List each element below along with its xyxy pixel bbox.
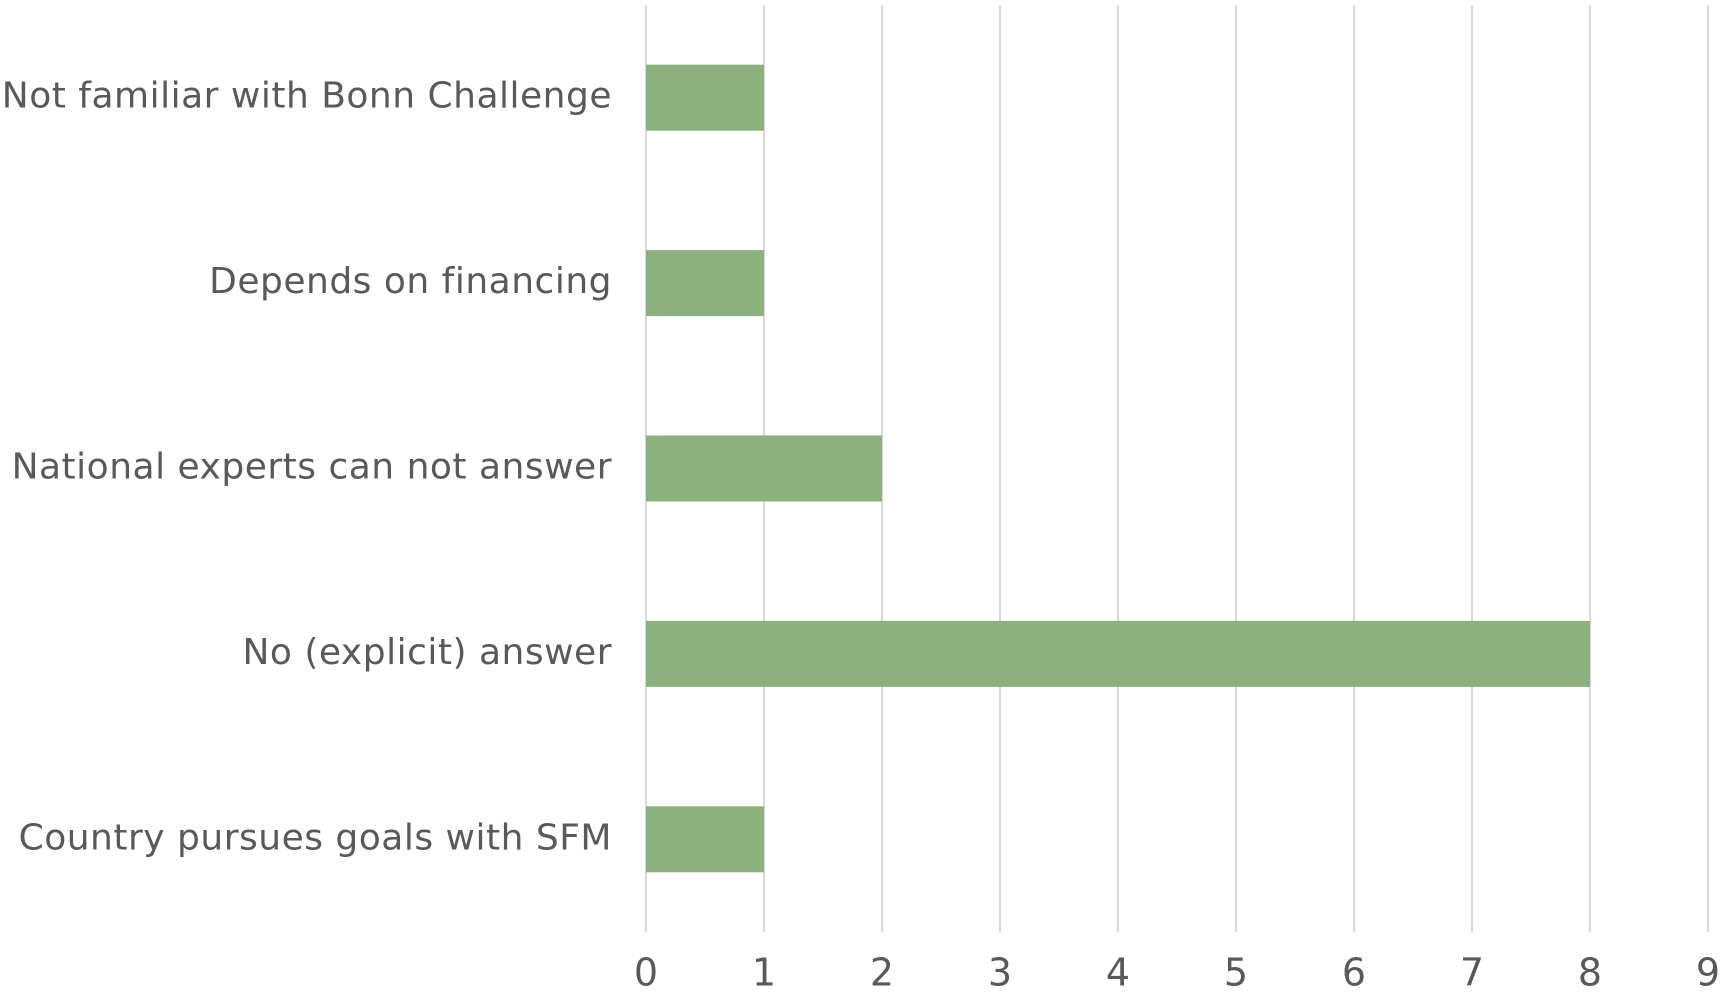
y-tick-label: No (explicit) answer: [242, 632, 612, 673]
y-tick-label: National experts can not answer: [12, 447, 612, 488]
x-tick-label: 4: [1106, 951, 1130, 995]
x-tick-label: 8: [1578, 951, 1602, 995]
x-tick-label: 1: [752, 951, 776, 995]
bar: [646, 250, 764, 317]
bar: [646, 806, 764, 873]
bar: [646, 435, 882, 502]
bar: [646, 620, 1590, 687]
x-tick-label: 7: [1460, 951, 1484, 995]
x-tick-label: 9: [1696, 951, 1720, 995]
y-tick-label: Depends on financing: [209, 261, 612, 302]
y-tick-label: Country pursues goals with SFM: [19, 817, 612, 858]
x-tick-label: 6: [1342, 951, 1366, 995]
x-tick-label: 0: [634, 951, 658, 995]
bar: [646, 64, 764, 131]
x-tick-label: 3: [988, 951, 1012, 995]
x-tick-label: 2: [870, 951, 894, 995]
x-tick-label: 5: [1224, 951, 1248, 995]
y-tick-label: Not familiar with Bonn Challenge: [2, 76, 612, 117]
